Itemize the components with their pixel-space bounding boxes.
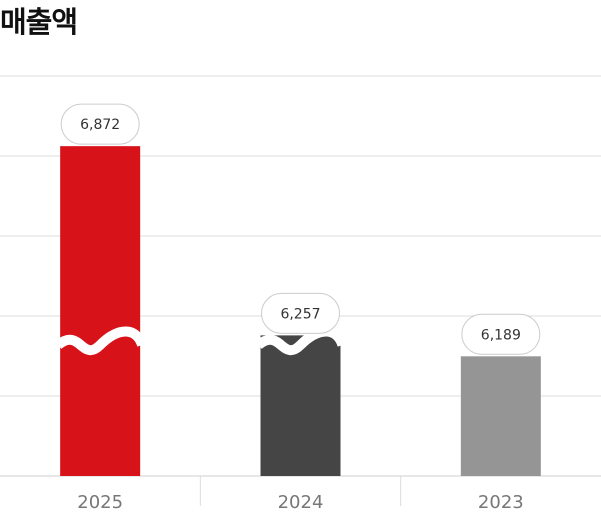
value-label-text: 6,872	[80, 117, 120, 133]
value-label-pill	[261, 292, 340, 334]
bar-2023	[460, 356, 541, 476]
x-tick-label: 2025	[77, 492, 123, 513]
x-tick-label: 2023	[478, 492, 524, 513]
value-label-text: 6,257	[280, 306, 320, 322]
value-label-2025: 6,872	[60, 103, 140, 145]
axis-break-2024	[255, 326, 348, 356]
value-label-pill	[461, 313, 541, 355]
value-labels: 6,872 6,257 6,189	[60, 103, 541, 355]
x-tick-label: 2024	[278, 492, 324, 513]
bar-2024	[260, 335, 341, 476]
chart-title: 매출액	[0, 5, 78, 39]
bar-2025	[60, 146, 141, 476]
value-label-2023: 6,189	[461, 313, 541, 355]
x-axis: 2025 2024 2023	[77, 476, 524, 513]
bars	[60, 146, 541, 476]
value-label-2024: 6,257	[261, 292, 340, 334]
value-label-pill	[60, 103, 140, 145]
axis-break-2025	[55, 326, 147, 356]
value-label-text: 6,189	[481, 327, 521, 343]
